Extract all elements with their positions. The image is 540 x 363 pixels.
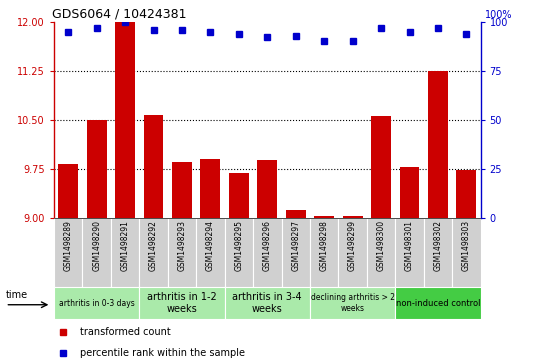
Text: GSM1498293: GSM1498293 <box>178 220 186 271</box>
Bar <box>314 216 334 218</box>
Bar <box>196 218 225 287</box>
Bar <box>139 218 168 287</box>
Text: GSM1498297: GSM1498297 <box>291 220 300 271</box>
Bar <box>115 22 135 218</box>
Bar <box>428 71 448 218</box>
Text: GSM1498290: GSM1498290 <box>92 220 101 271</box>
Bar <box>58 164 78 218</box>
Text: transformed count: transformed count <box>79 327 170 337</box>
Bar <box>395 218 424 287</box>
Bar <box>87 120 106 218</box>
Bar <box>258 160 277 218</box>
Bar <box>200 159 220 218</box>
Bar <box>343 216 362 218</box>
Text: percentile rank within the sample: percentile rank within the sample <box>79 348 245 358</box>
Bar <box>225 287 310 319</box>
Bar <box>400 167 420 218</box>
Text: GSM1498295: GSM1498295 <box>234 220 244 271</box>
Bar <box>225 218 253 287</box>
Bar <box>54 287 139 319</box>
Text: GSM1498301: GSM1498301 <box>405 220 414 271</box>
Text: arthritis in 0-3 days: arthritis in 0-3 days <box>59 299 134 307</box>
Bar <box>456 170 476 218</box>
Bar <box>144 115 164 218</box>
Text: declining arthritis > 2
weeks: declining arthritis > 2 weeks <box>310 293 395 313</box>
Text: GSM1498289: GSM1498289 <box>64 220 73 271</box>
Text: arthritis in 3-4
weeks: arthritis in 3-4 weeks <box>233 292 302 314</box>
Bar <box>367 218 395 287</box>
Text: GSM1498303: GSM1498303 <box>462 220 471 271</box>
Text: GSM1498300: GSM1498300 <box>376 220 386 271</box>
Bar <box>54 218 83 287</box>
Text: GDS6064 / 10424381: GDS6064 / 10424381 <box>52 8 186 21</box>
Text: 100%: 100% <box>485 10 512 20</box>
Bar <box>310 218 339 287</box>
Bar <box>253 218 281 287</box>
Bar <box>371 116 391 218</box>
Text: GSM1498298: GSM1498298 <box>320 220 329 271</box>
Text: GSM1498302: GSM1498302 <box>434 220 442 271</box>
Bar <box>168 218 196 287</box>
Text: arthritis in 1-2
weeks: arthritis in 1-2 weeks <box>147 292 217 314</box>
Text: time: time <box>5 290 28 300</box>
Text: GSM1498291: GSM1498291 <box>120 220 130 271</box>
Bar <box>424 218 452 287</box>
Text: GSM1498296: GSM1498296 <box>263 220 272 271</box>
Bar <box>310 287 395 319</box>
Bar <box>139 287 225 319</box>
Bar <box>229 174 249 218</box>
Text: non-induced control: non-induced control <box>396 299 480 307</box>
Bar <box>281 218 310 287</box>
Text: GSM1498299: GSM1498299 <box>348 220 357 271</box>
Bar <box>339 218 367 287</box>
Bar <box>286 210 306 218</box>
Text: GSM1498292: GSM1498292 <box>149 220 158 271</box>
Text: GSM1498294: GSM1498294 <box>206 220 215 271</box>
Bar <box>111 218 139 287</box>
Bar <box>172 162 192 218</box>
Bar <box>452 218 481 287</box>
Bar <box>83 218 111 287</box>
Bar <box>395 287 481 319</box>
